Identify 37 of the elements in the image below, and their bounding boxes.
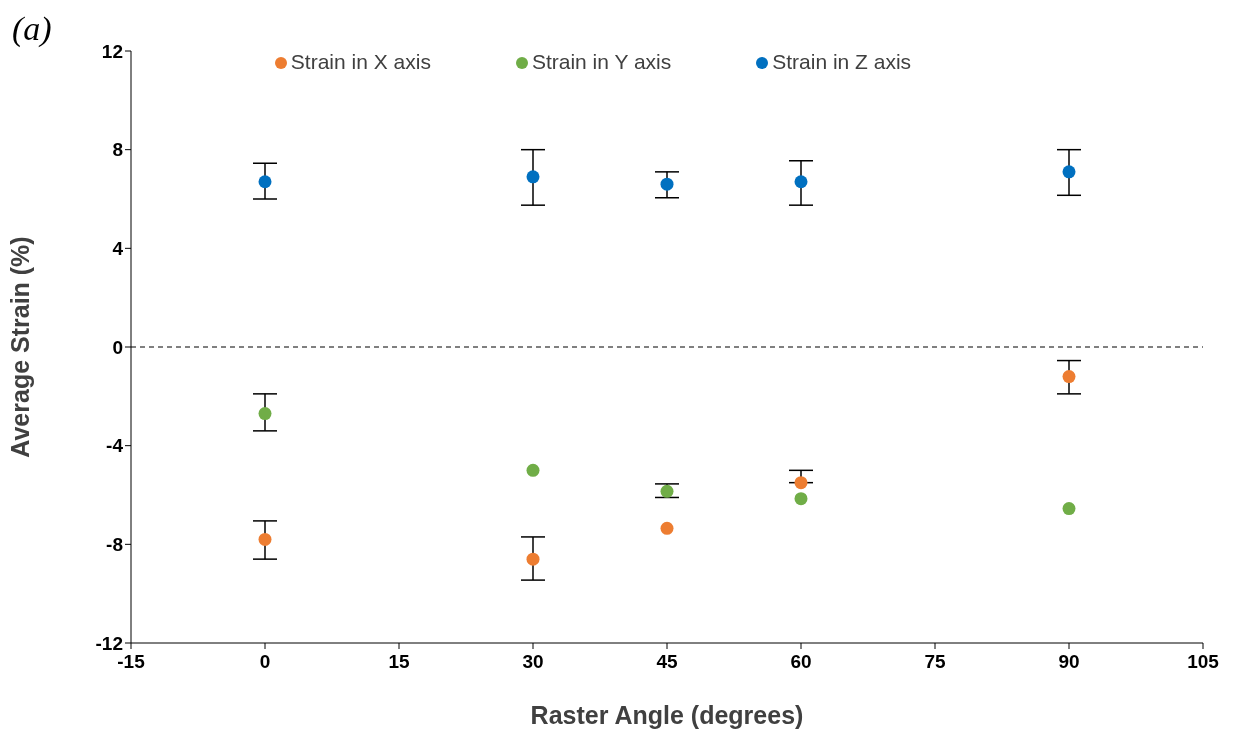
point — [526, 552, 540, 566]
legend-label: Strain in X axis — [290, 50, 431, 73]
point — [258, 407, 272, 421]
point — [794, 175, 808, 189]
x-tick-label: 15 — [388, 651, 410, 673]
point — [526, 170, 540, 184]
point — [794, 492, 808, 506]
point — [794, 476, 808, 490]
legend-label: Strain in Y axis — [531, 50, 672, 73]
point — [1062, 165, 1076, 179]
point — [258, 175, 272, 189]
y-tick-label: -12 — [95, 632, 123, 654]
x-tick-label: 30 — [522, 651, 544, 673]
point — [526, 463, 540, 477]
point — [660, 177, 674, 191]
y-tick-label: 8 — [112, 139, 123, 161]
x-tick-label: -15 — [117, 651, 146, 673]
x-tick-label: 0 — [259, 651, 271, 673]
y-tick-label: -4 — [106, 435, 124, 457]
point — [258, 532, 272, 546]
point — [1062, 370, 1076, 384]
y-axis-title: Average Strain (%) — [5, 236, 34, 458]
y-tick-label: -8 — [106, 534, 123, 556]
y-tick-label: 12 — [101, 40, 123, 62]
point — [1062, 502, 1076, 516]
y-tick-label: 0 — [112, 336, 123, 358]
point — [660, 484, 674, 498]
x-tick-label: 75 — [924, 651, 946, 673]
x-tick-label: 90 — [1058, 651, 1080, 673]
y-tick-label: 4 — [112, 238, 124, 260]
x-tick-label: 45 — [656, 651, 678, 673]
legend-label: Strain in Z axis — [772, 50, 912, 73]
x-axis-title: Raster Angle (degrees) — [530, 701, 804, 729]
x-tick-label: 105 — [1187, 651, 1220, 673]
x-tick-label: 60 — [790, 651, 812, 673]
point — [660, 521, 674, 535]
text: (a) — [12, 10, 52, 48]
